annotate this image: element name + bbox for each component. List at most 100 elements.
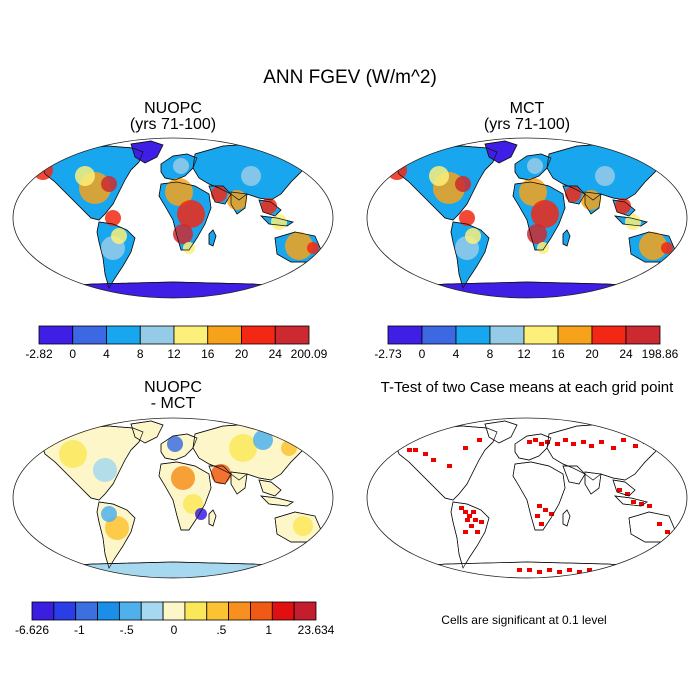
coastline-arabia: [562, 185, 586, 205]
colorbar-box: [228, 601, 251, 621]
coastline-north-america: [40, 145, 144, 221]
map-content: [13, 420, 333, 578]
significant-cell: [611, 446, 616, 450]
value-cell: [111, 228, 127, 244]
coastline-indonesia: [614, 495, 648, 507]
significant-cell: [665, 530, 670, 534]
coastline-south-america: [96, 221, 136, 289]
map-content: [367, 140, 687, 298]
colorbar-box: [625, 325, 661, 345]
continent-europe: [514, 433, 552, 461]
continent-australia: [628, 511, 676, 543]
colorbar-tick-label: 23.634: [298, 623, 335, 637]
significant-cell: [537, 504, 542, 508]
colorbar-box: [140, 601, 164, 621]
colorbar-tick-label: 1: [265, 623, 272, 637]
coastline-greenland: [484, 140, 518, 164]
panel-title-mct-line1: MCT: [510, 100, 545, 117]
significant-cell: [587, 568, 592, 572]
colorbar-box: [387, 325, 423, 345]
significant-cell: [459, 506, 464, 510]
colorbar-box: [241, 325, 276, 345]
significant-cell: [473, 518, 478, 522]
colorbar-box: [72, 325, 107, 345]
colorbar-tick-label: 20: [585, 347, 599, 361]
significant-cell: [657, 522, 662, 526]
colorbar-tick-label: -2.73: [374, 347, 402, 361]
value-cell: [285, 232, 313, 260]
significant-cell: [533, 438, 538, 442]
colorbar-box: [455, 325, 491, 345]
colorbar-box: [421, 325, 457, 345]
colorbar-box: [489, 325, 525, 345]
colorbar-box: [207, 325, 242, 345]
significant-cell: [537, 570, 542, 574]
coastline-madagascar: [208, 509, 217, 527]
value-cell: [105, 210, 121, 226]
difference-cell: [101, 506, 117, 522]
value-cell: [101, 176, 117, 192]
colorbar-tick-label: 0: [419, 347, 426, 361]
map-ttest: [366, 417, 688, 579]
continent-madagascar: [208, 509, 217, 527]
coastline-north-america: [394, 145, 498, 221]
significance-note: Cells are significant at 0.1 level: [441, 613, 606, 627]
coastline-se-asia: [612, 479, 636, 497]
significant-cell: [413, 448, 418, 452]
significant-cell: [567, 568, 572, 572]
coastline-se-asia: [258, 479, 282, 497]
coastline-greenland: [130, 420, 164, 444]
continent-africa: [512, 461, 566, 531]
map-border: [12, 417, 334, 579]
significant-cell: [463, 510, 468, 514]
coastline-india: [584, 471, 602, 495]
coastline-south-america: [96, 501, 136, 569]
colorbar-tick-label: 0: [171, 623, 178, 637]
significant-cell: [577, 570, 582, 574]
coastline-africa: [158, 461, 212, 531]
difference-cell: [105, 516, 129, 540]
continent-india: [230, 471, 248, 495]
colorbar-tick-label: 8: [137, 347, 144, 361]
panel-title-ttest: T-Test of two Case means at each grid po…: [381, 379, 674, 396]
significant-cell: [539, 522, 544, 526]
significant-cell: [571, 442, 576, 446]
coastline-africa: [158, 181, 212, 251]
significant-cell: [557, 570, 562, 574]
coastline-indonesia: [614, 215, 648, 227]
colorbar-tick-label: -.5: [120, 623, 134, 637]
difference-cell: [167, 436, 183, 452]
colorbar-box: [557, 325, 593, 345]
significant-cell: [547, 568, 552, 572]
value-cell: [595, 166, 615, 186]
coastline-south-america: [450, 501, 490, 569]
significant-cell: [647, 504, 652, 508]
value-cell: [429, 166, 449, 186]
coastline-india: [230, 471, 248, 495]
significant-cell: [465, 518, 470, 522]
significant-cell: [467, 514, 472, 518]
difference-cell: [195, 508, 207, 520]
colorbar-tick-label: 4: [103, 347, 110, 361]
colorbar-box: [118, 601, 142, 621]
continent-antarctica: [13, 281, 333, 298]
colorbar-box: [523, 325, 559, 345]
significant-cell: [471, 510, 476, 514]
continent-madagascar: [562, 509, 571, 527]
map-content: [367, 420, 687, 578]
colorbar-tick-label: -6.626: [15, 623, 49, 637]
significant-cell: [463, 446, 468, 450]
coastline-europe: [160, 433, 198, 461]
coastline-europe: [514, 433, 552, 461]
colorbar-tick-label: 20: [235, 347, 249, 361]
value-cell: [271, 214, 287, 230]
coastline-europe: [160, 153, 198, 181]
value-cell: [527, 224, 547, 244]
coastline-arabia: [208, 185, 232, 205]
coastline-arabia: [562, 465, 586, 485]
colorbar-tick-label: 12: [517, 347, 531, 361]
colorbar-box: [250, 601, 273, 621]
significant-cell: [633, 444, 638, 448]
coastline-indonesia: [260, 495, 294, 507]
